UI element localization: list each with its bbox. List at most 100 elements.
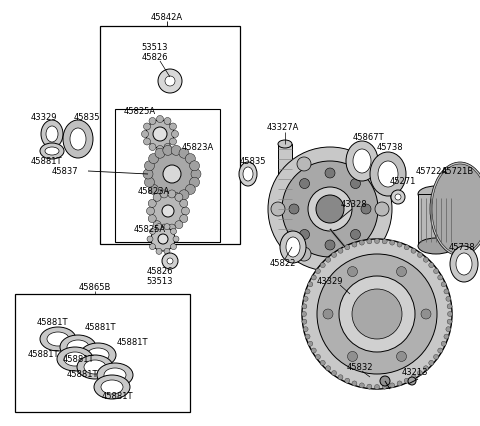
Circle shape	[408, 377, 416, 385]
Circle shape	[367, 384, 372, 389]
Circle shape	[325, 366, 331, 371]
Circle shape	[149, 154, 158, 164]
Ellipse shape	[63, 121, 93, 158]
Text: 45867T: 45867T	[352, 133, 384, 142]
Circle shape	[155, 149, 165, 159]
Circle shape	[345, 378, 350, 383]
Ellipse shape	[353, 150, 371, 173]
Circle shape	[308, 282, 313, 287]
Circle shape	[164, 118, 171, 125]
Bar	[15, 294, 190, 412]
Text: 45738: 45738	[377, 143, 403, 152]
Bar	[418, 195, 454, 246]
Circle shape	[404, 378, 409, 383]
Circle shape	[300, 230, 310, 240]
Text: 45835: 45835	[240, 157, 266, 166]
Ellipse shape	[64, 352, 86, 366]
Ellipse shape	[101, 380, 123, 394]
Circle shape	[156, 224, 162, 230]
Circle shape	[164, 144, 171, 151]
Ellipse shape	[378, 161, 398, 187]
Circle shape	[447, 304, 452, 309]
Circle shape	[320, 263, 325, 268]
Circle shape	[169, 124, 177, 131]
Circle shape	[348, 267, 358, 277]
Ellipse shape	[456, 253, 472, 275]
Ellipse shape	[45, 148, 59, 155]
Circle shape	[185, 154, 195, 164]
Circle shape	[156, 116, 164, 123]
Ellipse shape	[46, 127, 58, 143]
Bar	[100, 27, 240, 245]
Circle shape	[156, 146, 164, 153]
Circle shape	[305, 334, 310, 339]
Ellipse shape	[370, 153, 406, 196]
Circle shape	[144, 178, 155, 188]
Ellipse shape	[87, 348, 109, 362]
Circle shape	[148, 200, 156, 208]
Circle shape	[315, 354, 321, 360]
Circle shape	[320, 360, 325, 366]
Ellipse shape	[40, 327, 76, 351]
Ellipse shape	[60, 335, 96, 359]
Circle shape	[190, 161, 200, 171]
Circle shape	[149, 185, 158, 195]
Circle shape	[446, 296, 451, 302]
Circle shape	[446, 327, 451, 332]
Circle shape	[361, 204, 371, 215]
Circle shape	[144, 161, 155, 171]
Circle shape	[380, 376, 390, 386]
Circle shape	[164, 249, 170, 255]
Text: 45881T: 45881T	[62, 355, 94, 364]
Circle shape	[151, 227, 175, 251]
Circle shape	[349, 248, 363, 262]
Ellipse shape	[94, 375, 130, 399]
Circle shape	[143, 170, 153, 180]
Circle shape	[168, 190, 176, 199]
Circle shape	[149, 229, 156, 235]
Circle shape	[396, 351, 407, 362]
Text: 45826: 45826	[147, 267, 173, 276]
Circle shape	[164, 224, 170, 230]
Circle shape	[168, 225, 176, 233]
Circle shape	[303, 296, 308, 302]
Circle shape	[163, 166, 181, 184]
Circle shape	[305, 289, 310, 294]
Ellipse shape	[40, 144, 64, 160]
Text: 45881T: 45881T	[84, 323, 116, 332]
Circle shape	[374, 239, 380, 244]
Text: 45738: 45738	[449, 243, 475, 252]
Ellipse shape	[239, 163, 257, 187]
Text: 53513: 53513	[142, 43, 168, 52]
Circle shape	[352, 289, 402, 339]
Text: 45826: 45826	[142, 52, 168, 61]
Circle shape	[179, 149, 189, 159]
Circle shape	[162, 205, 174, 218]
Circle shape	[308, 341, 313, 346]
Ellipse shape	[67, 340, 89, 354]
Circle shape	[404, 245, 409, 250]
Ellipse shape	[41, 121, 63, 149]
Circle shape	[144, 124, 151, 131]
Circle shape	[444, 334, 449, 339]
Circle shape	[146, 207, 155, 216]
Text: 45881T: 45881T	[101, 391, 133, 400]
Circle shape	[171, 131, 179, 138]
Circle shape	[175, 194, 183, 202]
Ellipse shape	[243, 167, 253, 181]
Circle shape	[423, 258, 428, 263]
Text: 45823A: 45823A	[138, 187, 170, 196]
Text: 45881T: 45881T	[36, 318, 68, 327]
Circle shape	[171, 193, 181, 203]
Circle shape	[350, 179, 360, 189]
Circle shape	[418, 371, 422, 376]
Circle shape	[173, 236, 179, 242]
Circle shape	[397, 242, 402, 248]
Circle shape	[165, 77, 175, 87]
Circle shape	[150, 153, 194, 196]
Circle shape	[433, 269, 439, 274]
Ellipse shape	[84, 360, 106, 374]
Circle shape	[316, 196, 344, 224]
Text: 43329: 43329	[317, 277, 343, 286]
Circle shape	[338, 375, 343, 380]
